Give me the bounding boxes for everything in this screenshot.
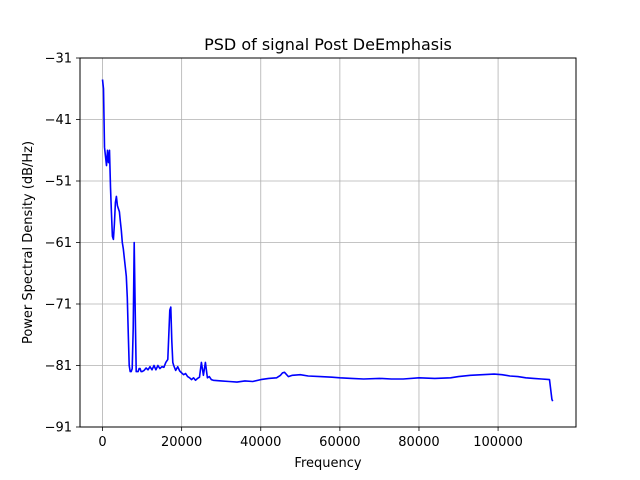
x-tick-label: 100000	[473, 435, 523, 450]
y-tick-label: −41	[45, 113, 72, 128]
y-axis-label: Power Spectral Density (dB/Hz)	[21, 141, 36, 344]
y-tick-label: −81	[45, 359, 72, 374]
x-tick-label: 0	[98, 435, 106, 450]
y-tick-label: −31	[45, 52, 72, 67]
x-tick-label: 60000	[319, 435, 360, 450]
y-tick-label: −71	[45, 298, 72, 313]
chart-title: PSD of signal Post DeEmphasis	[204, 35, 452, 54]
y-tick-label: −51	[45, 175, 72, 190]
y-tick-label: −61	[45, 236, 72, 251]
y-tick-label: −91	[45, 421, 72, 436]
plot-area	[101, 79, 554, 402]
x-axis-label: Frequency	[294, 456, 361, 471]
psd-series-line	[101, 79, 554, 402]
ticks: 0 20000 40000 60000 80000 100000 −91 −81 −71 −61 −…	[45, 52, 523, 451]
x-tick-label: 20000	[161, 435, 202, 450]
x-tick-label: 40000	[240, 435, 281, 450]
x-tick-label: 80000	[398, 435, 439, 450]
